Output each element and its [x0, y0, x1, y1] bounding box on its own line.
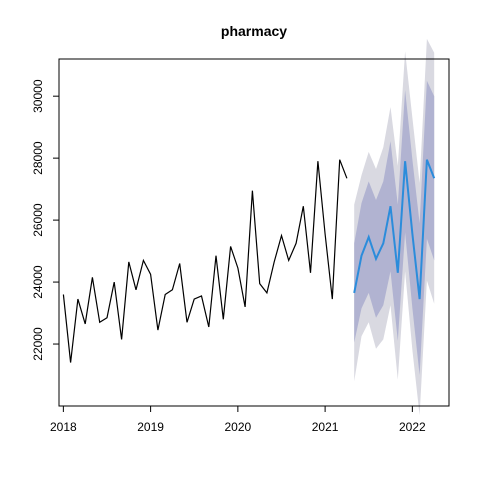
y-tick-label: 30000 — [31, 79, 45, 113]
y-tick-label: 28000 — [31, 141, 45, 175]
y-axis: 22000 24000 26000 28000 30000 — [31, 79, 60, 361]
x-tick-label: 2020 — [225, 420, 252, 434]
band-80-interval — [354, 80, 435, 375]
forecast-mean-line — [353, 159, 436, 300]
prediction-bands — [354, 38, 435, 416]
chart-title: pharmacy — [221, 23, 287, 39]
y-tick-label: 24000 — [31, 265, 45, 299]
series-lines — [62, 159, 436, 363]
x-tick-label: 2022 — [399, 420, 426, 434]
actual-series-line — [62, 159, 348, 363]
x-tick-label: 2018 — [50, 420, 77, 434]
x-axis: 2018 2019 2020 2021 2022 — [50, 405, 426, 434]
x-tick-label: 2021 — [312, 420, 339, 434]
x-tick-label: 2019 — [137, 420, 164, 434]
y-tick-label: 22000 — [31, 327, 45, 361]
y-tick-label: 26000 — [31, 203, 45, 237]
